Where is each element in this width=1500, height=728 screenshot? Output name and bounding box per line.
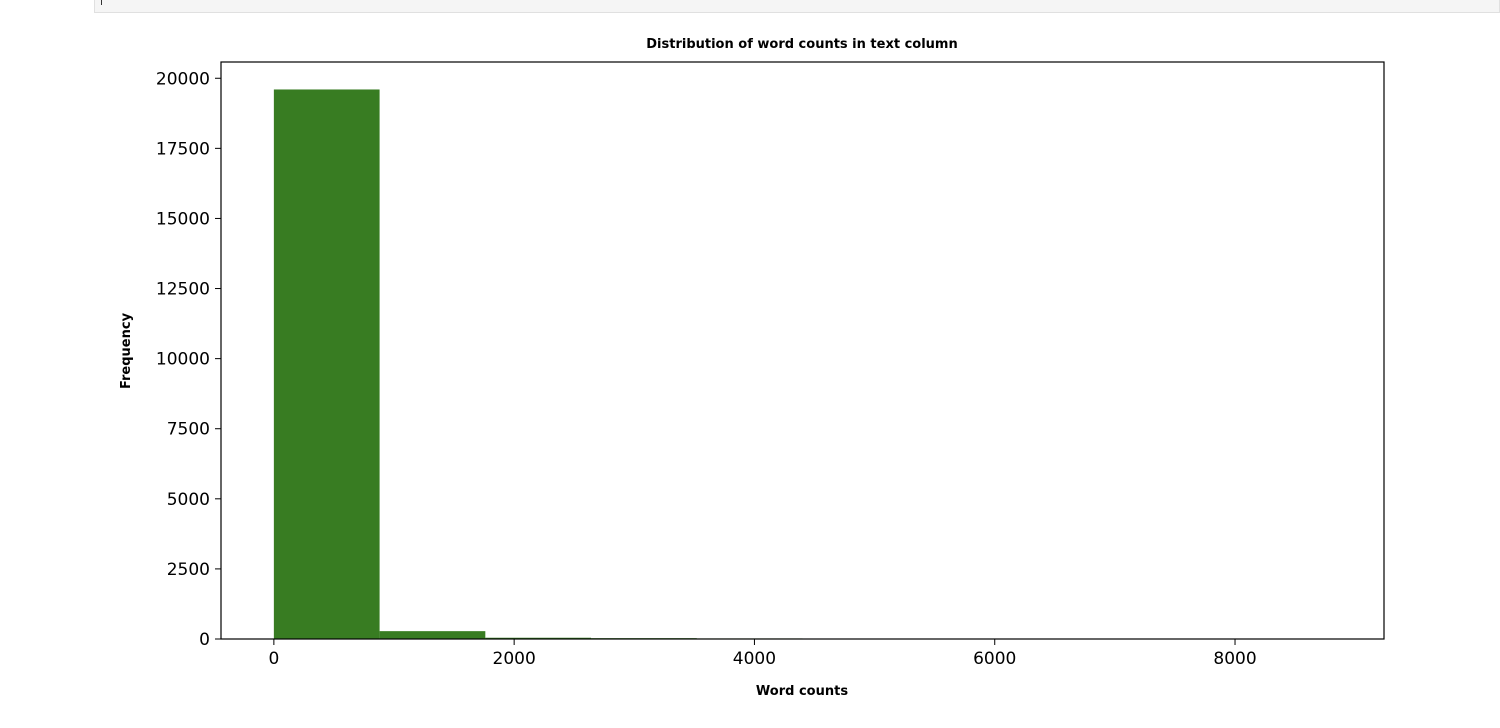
y-ticks: 0 2500 5000 7500 10000 12500 15000 17500 20000 (156, 69, 221, 650)
x-ticks: 0 2000 4000 6000 8000 (268, 639, 1257, 669)
y-axis-label: Frequency (119, 312, 134, 389)
x-tick-label: 8000 (1213, 649, 1256, 669)
y-tick-label: 5000 (167, 490, 210, 510)
x-tick-label: 0 (268, 649, 279, 669)
x-tick-label: 6000 (973, 649, 1016, 669)
y-tick-label: 2500 (167, 560, 210, 580)
histogram-bar (273, 89, 380, 639)
y-tick-label: 17500 (156, 139, 210, 159)
y-tick-label: 7500 (167, 420, 210, 440)
text-cursor (101, 0, 102, 5)
chart-title: Distribution of word counts in text colu… (646, 37, 957, 52)
plot-frame (220, 61, 1385, 640)
histogram-bar (379, 631, 486, 639)
histogram-bar (485, 637, 592, 639)
y-tick-label: 0 (199, 630, 210, 650)
x-tick-label: 4000 (733, 649, 776, 669)
bars-group (273, 89, 1332, 639)
x-tick-label: 2000 (493, 649, 536, 669)
y-tick-label: 20000 (156, 69, 210, 89)
x-axis-label: Word counts (756, 684, 848, 699)
y-tick-label: 15000 (156, 209, 210, 229)
y-tick-label: 12500 (156, 280, 210, 300)
y-tick-label: 10000 (156, 350, 210, 370)
